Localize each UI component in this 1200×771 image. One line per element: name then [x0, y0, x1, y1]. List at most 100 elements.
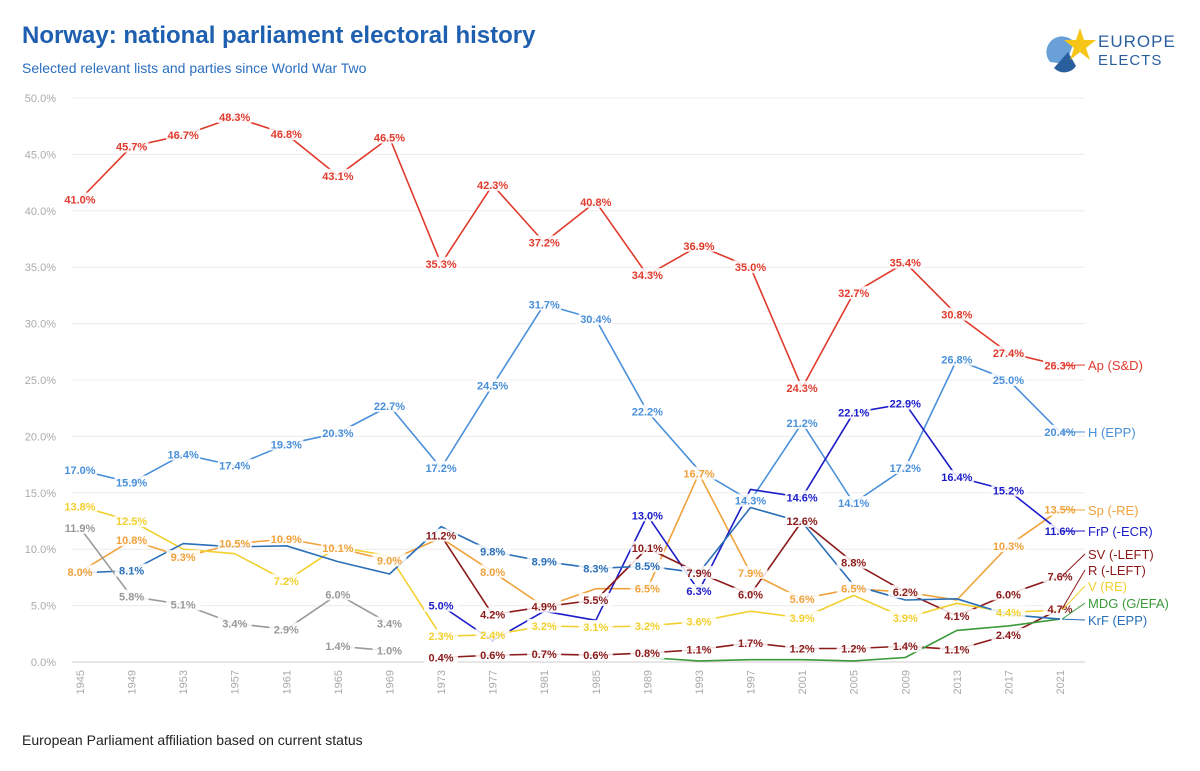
- x-tick-label: 1985: [591, 670, 603, 694]
- data-label-r-left: 4.7%: [1047, 604, 1072, 616]
- data-label-nkp: 5.1%: [171, 599, 196, 611]
- data-label-r-left: 1.4%: [893, 641, 918, 653]
- data-label-bg: [681, 466, 716, 480]
- data-label-h-epp: 25.0%: [993, 375, 1024, 387]
- data-label-v-re: 3.9%: [893, 613, 918, 625]
- data-label-sv-left: 7.9%: [686, 568, 711, 580]
- legend-label: V (RE): [1088, 579, 1127, 594]
- x-tick-label: 1957: [230, 670, 242, 694]
- data-label-ap-s-d: 24.3%: [787, 383, 818, 395]
- data-label-bg: [424, 650, 459, 664]
- data-label-h-epp: 26.8%: [941, 355, 972, 367]
- data-label-v-re: 7.2%: [274, 576, 299, 588]
- logo-text-line1: EUROPE: [1098, 32, 1176, 51]
- data-label-bg: [888, 460, 923, 474]
- data-label-sp-re: 6.5%: [635, 584, 660, 596]
- data-label-bg: [217, 458, 252, 472]
- europe-elects-logo: EUROPE ELECTS: [1046, 28, 1176, 74]
- x-tick-label: 2005: [849, 670, 861, 694]
- data-label-sp-re: 10.5%: [219, 539, 250, 551]
- data-label-bg: [475, 544, 510, 558]
- data-label-bg: [114, 139, 149, 153]
- x-tick-label: 1981: [539, 670, 551, 694]
- data-label-bg: [888, 585, 923, 599]
- data-label-bg: [888, 255, 923, 269]
- data-label-bg: [785, 490, 820, 504]
- data-label-bg: [836, 286, 871, 300]
- data-label-nkp: 3.4%: [377, 619, 402, 631]
- data-label-bg: [991, 538, 1026, 552]
- x-tick-label: 1973: [436, 670, 448, 694]
- data-label-bg: [372, 643, 407, 657]
- data-label-bg: [733, 587, 768, 601]
- data-label-ap-s-d: 37.2%: [529, 237, 560, 249]
- data-label-bg: [527, 647, 562, 661]
- y-tick-label: 25.0%: [25, 375, 56, 387]
- data-label-sv-left: 11.2%: [426, 531, 457, 543]
- data-label-ap-s-d: 32.7%: [838, 288, 869, 300]
- data-label-bg: [1043, 524, 1077, 538]
- data-label-ap-s-d: 35.0%: [735, 262, 766, 274]
- data-label-sp-re: 8.0%: [480, 567, 505, 579]
- data-label-bg: [991, 483, 1026, 497]
- data-label-bg: [733, 565, 768, 579]
- data-label-bg: [475, 607, 510, 621]
- data-label-sp-re: 7.9%: [738, 568, 763, 580]
- legend-leader: [1061, 569, 1086, 610]
- series-line-ap-s-d: [79, 116, 1061, 389]
- data-label-ap-s-d: 30.8%: [941, 310, 972, 322]
- data-label-bg: [424, 460, 459, 474]
- data-label-bg: [888, 639, 923, 653]
- x-tick-label: 1989: [642, 670, 654, 694]
- x-tick-label: 2017: [1003, 670, 1015, 694]
- data-label-r-left: 1.1%: [944, 645, 969, 657]
- legend-label: Sp (-RE): [1088, 503, 1139, 518]
- legend-leader: [1061, 618, 1086, 621]
- data-label-bg: [320, 168, 355, 182]
- data-label-bg: [681, 642, 716, 656]
- legend-leader: [1061, 602, 1086, 620]
- data-label-h-epp: 30.4%: [580, 314, 611, 326]
- data-label-bg: [166, 447, 201, 461]
- data-label-bg: [475, 648, 510, 662]
- data-label-bg: [424, 598, 459, 612]
- data-label-h-epp: 20.4%: [1044, 427, 1075, 439]
- data-label-sv-left: 4.1%: [944, 611, 969, 623]
- data-label-bg: [320, 587, 355, 601]
- data-label-bg: [991, 345, 1026, 359]
- data-label-bg: [217, 110, 252, 124]
- data-label-bg: [939, 642, 974, 656]
- y-tick-label: 30.0%: [25, 319, 56, 331]
- x-tick-label: 2009: [900, 670, 912, 694]
- data-label-krf-epp: 9.8%: [480, 546, 505, 558]
- data-label-bg: [991, 587, 1026, 601]
- data-label-r-left: 1.2%: [790, 643, 815, 655]
- data-label-ap-s-d: 46.7%: [168, 130, 199, 142]
- data-label-nkp: 11.9%: [65, 523, 96, 535]
- data-label-bg: [578, 194, 613, 208]
- data-label-sp-re: 9.3%: [171, 552, 196, 564]
- data-label-bg: [681, 583, 716, 597]
- data-label-ap-s-d: 46.8%: [271, 129, 302, 141]
- data-label-bg: [1043, 569, 1077, 583]
- x-tick-label: 1993: [694, 670, 706, 694]
- data-label-frp-ecr: 11.6%: [1045, 526, 1076, 538]
- data-label-bg: [527, 618, 562, 632]
- data-label-bg: [1043, 424, 1077, 438]
- data-label-bg: [630, 618, 665, 632]
- x-tick-label: 1945: [75, 670, 87, 694]
- data-label-ap-s-d: 36.9%: [683, 241, 714, 253]
- data-label-sv-left: 4.9%: [532, 602, 557, 614]
- data-label-ap-s-d: 35.3%: [425, 259, 456, 271]
- data-label-bg: [630, 559, 665, 573]
- data-label-bg: [269, 437, 304, 451]
- legend-label: Ap (S&D): [1088, 358, 1143, 373]
- data-label-ap-s-d: 34.3%: [632, 270, 663, 282]
- data-label-frp-ecr: 14.6%: [787, 492, 818, 504]
- data-label-bg: [733, 260, 768, 274]
- data-label-bg: [939, 608, 974, 622]
- data-label-bg: [836, 495, 871, 509]
- data-label-bg: [114, 475, 149, 489]
- data-label-h-epp: 20.3%: [322, 428, 353, 440]
